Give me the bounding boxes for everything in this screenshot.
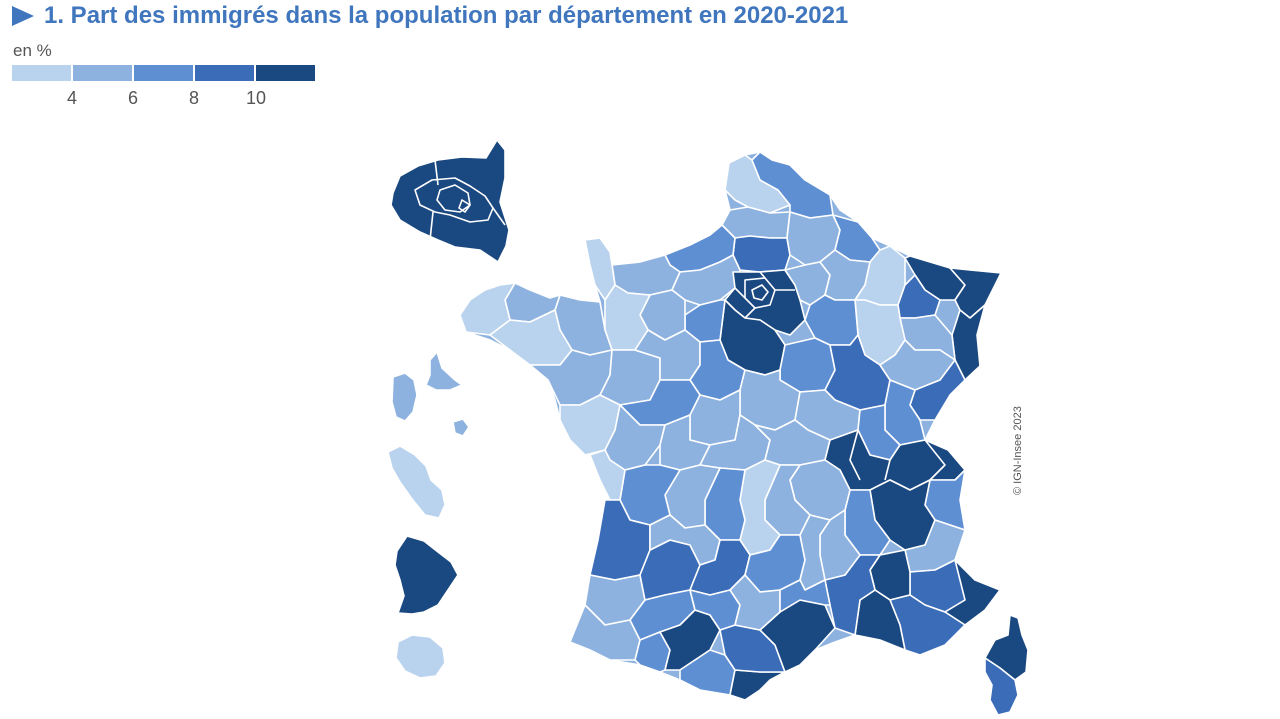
- department[interactable]: [884, 459, 891, 481]
- department[interactable]: [489, 309, 573, 366]
- legend-swatch-5: [256, 65, 315, 81]
- legend-tick: 6: [127, 88, 139, 108]
- department[interactable]: [944, 559, 1001, 626]
- department[interactable]: [799, 514, 831, 591]
- title-text: 1. Part des immigrés dans la population …: [44, 2, 849, 29]
- department[interactable]: [744, 307, 756, 319]
- title-arrow-icon: [12, 6, 34, 26]
- legend-scale: [12, 65, 317, 81]
- department-martinique[interactable]: [387, 445, 446, 519]
- department[interactable]: [779, 337, 836, 393]
- map-title: 1. Part des immigrés dans la population …: [12, 2, 848, 30]
- legend-ticks: 4 6 8 10: [0, 88, 330, 110]
- legend-swatch-3: [134, 65, 193, 81]
- department-marie-galante[interactable]: [452, 418, 470, 437]
- department[interactable]: [390, 139, 510, 263]
- department[interactable]: [689, 389, 741, 446]
- legend-swatch-1: [12, 65, 71, 81]
- department[interactable]: [734, 287, 746, 299]
- legend-unit: en %: [13, 41, 52, 60]
- department[interactable]: [732, 235, 791, 273]
- department[interactable]: [729, 669, 786, 701]
- legend-swatch-2: [73, 65, 132, 81]
- department[interactable]: [849, 429, 861, 481]
- copyright-credit: © IGN-Insee 2023: [1012, 406, 1024, 495]
- department[interactable]: [589, 449, 626, 501]
- idf-inset: [390, 139, 510, 263]
- department-reunion[interactable]: [395, 634, 446, 679]
- legend-tick: 4: [66, 88, 78, 108]
- department[interactable]: [759, 271, 766, 279]
- legend-swatch-4: [195, 65, 254, 81]
- department-guadeloupe-basse-terre[interactable]: [391, 372, 418, 422]
- department[interactable]: [779, 579, 831, 613]
- department[interactable]: [459, 282, 516, 336]
- department[interactable]: [751, 284, 769, 301]
- legend-tick: 8: [188, 88, 200, 108]
- legend-tick: 10: [245, 88, 267, 108]
- department-guadeloupe-grande-terre[interactable]: [425, 351, 463, 391]
- department-corse-du-sud[interactable]: [984, 657, 1019, 716]
- department-guyane[interactable]: [394, 535, 459, 615]
